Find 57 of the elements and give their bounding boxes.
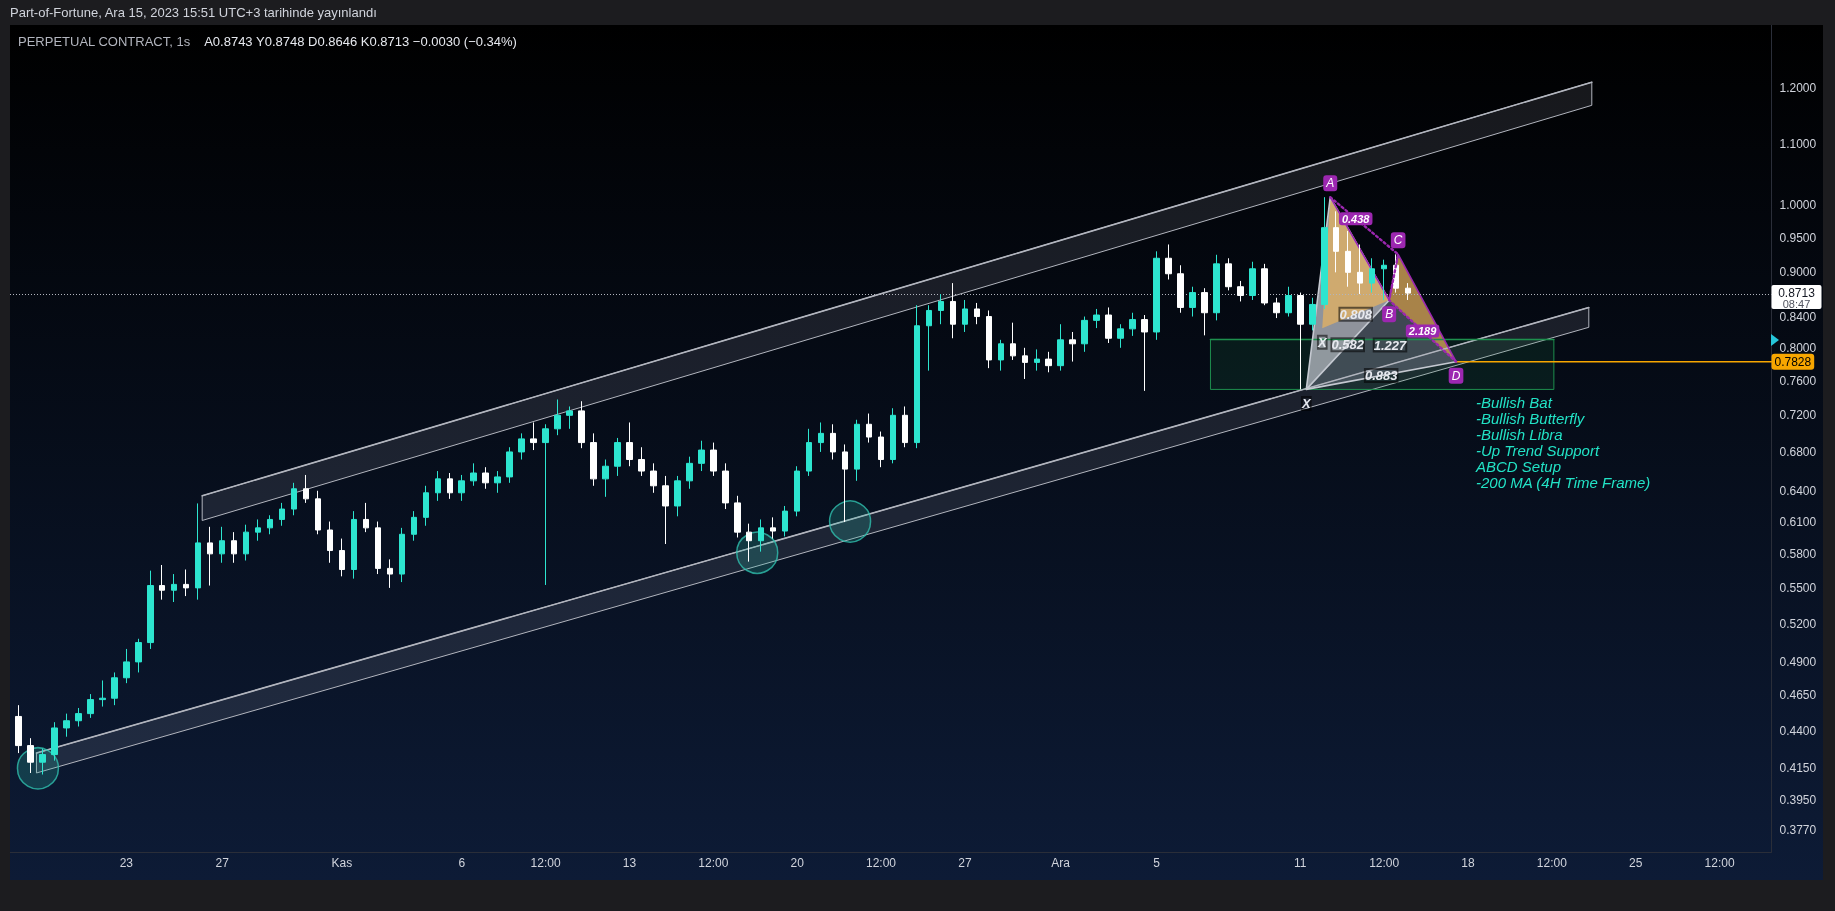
- x-tick-label: 12:00: [866, 856, 897, 870]
- x-tick-label: 12:00: [698, 856, 729, 870]
- x-tick-label: 11: [1294, 856, 1307, 870]
- y-tick-label: 0.6800: [1779, 444, 1817, 459]
- y-tick-label: 1.0000: [1779, 197, 1817, 212]
- y-tick-label: 0.8400: [1779, 309, 1817, 324]
- y-tick-label: 0.4150: [1779, 761, 1817, 776]
- annotation: -Bullish Libra: [1476, 426, 1563, 443]
- y-tick-label: 0.6100: [1779, 514, 1817, 529]
- x-tick-label: 27: [958, 856, 972, 870]
- y-tick-label: 0.5800: [1779, 546, 1817, 561]
- data-label: C: [1393, 233, 1403, 248]
- annotation: 0.438: [1341, 212, 1371, 225]
- data-label: A: [1325, 176, 1335, 191]
- y-tick-label: 0.3770: [1779, 822, 1817, 837]
- annotation: 1.227: [1373, 337, 1408, 353]
- x-tick-label: 20: [790, 856, 805, 870]
- y-tick-label: 0.7200: [1779, 408, 1817, 423]
- annotation: 2.189: [1407, 324, 1438, 337]
- x-tick-label: 12:00: [1536, 856, 1568, 870]
- annotation: X: [1300, 395, 1312, 411]
- x-tick-label: 12:00: [1704, 856, 1735, 870]
- text: A0.8743 Y0.8748 D0.8646 K0.8713 −0.0030 (−0.34%): [204, 34, 517, 50]
- data-label: 0.7828: [1774, 354, 1812, 369]
- y-tick-label: 1.2000: [1779, 81, 1817, 96]
- x-tick-label: 5: [1153, 856, 1161, 870]
- y-tick-label: 0.9000: [1779, 265, 1817, 280]
- y-tick-label: 0.4400: [1779, 723, 1817, 738]
- x-tick-label: 23: [119, 856, 134, 870]
- x-tick-label: 18: [1461, 856, 1476, 870]
- text: PERPETUAL CONTRACT, 1s: [18, 34, 191, 50]
- annotation: -Bullish Butterfly: [1476, 410, 1586, 427]
- annotation: ABCD Setup: [1476, 458, 1562, 475]
- y-tick-label: 0.8000: [1779, 340, 1817, 355]
- x-tick-label: 13: [622, 856, 637, 870]
- y-tick-label: 0.5200: [1779, 616, 1817, 631]
- x-tick-label: Ara: [1051, 856, 1071, 870]
- x-tick-label: 27: [215, 856, 230, 870]
- y-tick-label: 0.3950: [1779, 792, 1817, 807]
- y-tick-label: 0.4650: [1779, 688, 1817, 703]
- x-tick-label: 12:00: [530, 856, 561, 870]
- annotation: -200 MA (4H Time Frame): [1476, 474, 1651, 491]
- data-label: D: [1451, 368, 1461, 383]
- y-tick-label: 0.6400: [1779, 483, 1817, 498]
- annotation: -Up Trend Support: [1476, 442, 1601, 459]
- x-tick-label: 12:00: [1369, 856, 1400, 870]
- y-tick-label: 0.9500: [1779, 230, 1817, 245]
- annotation: -Bullish Bat: [1476, 394, 1554, 411]
- text: Part-of-Fortune, Ara 15, 2023 15:51 UTC+3 tarihinde yayınlandı: [10, 5, 377, 21]
- y-tick-label: 0.5500: [1779, 580, 1817, 595]
- y-tick-label: 0.4900: [1779, 654, 1817, 669]
- x-tick-label: 25: [1629, 856, 1643, 870]
- x-tick-label: 6: [458, 856, 466, 870]
- data-label: B: [1385, 307, 1394, 322]
- y-tick-label: 1.1000: [1779, 136, 1817, 151]
- y-tick-label: 0.7600: [1779, 373, 1817, 388]
- x-tick-label: Kas: [331, 856, 353, 870]
